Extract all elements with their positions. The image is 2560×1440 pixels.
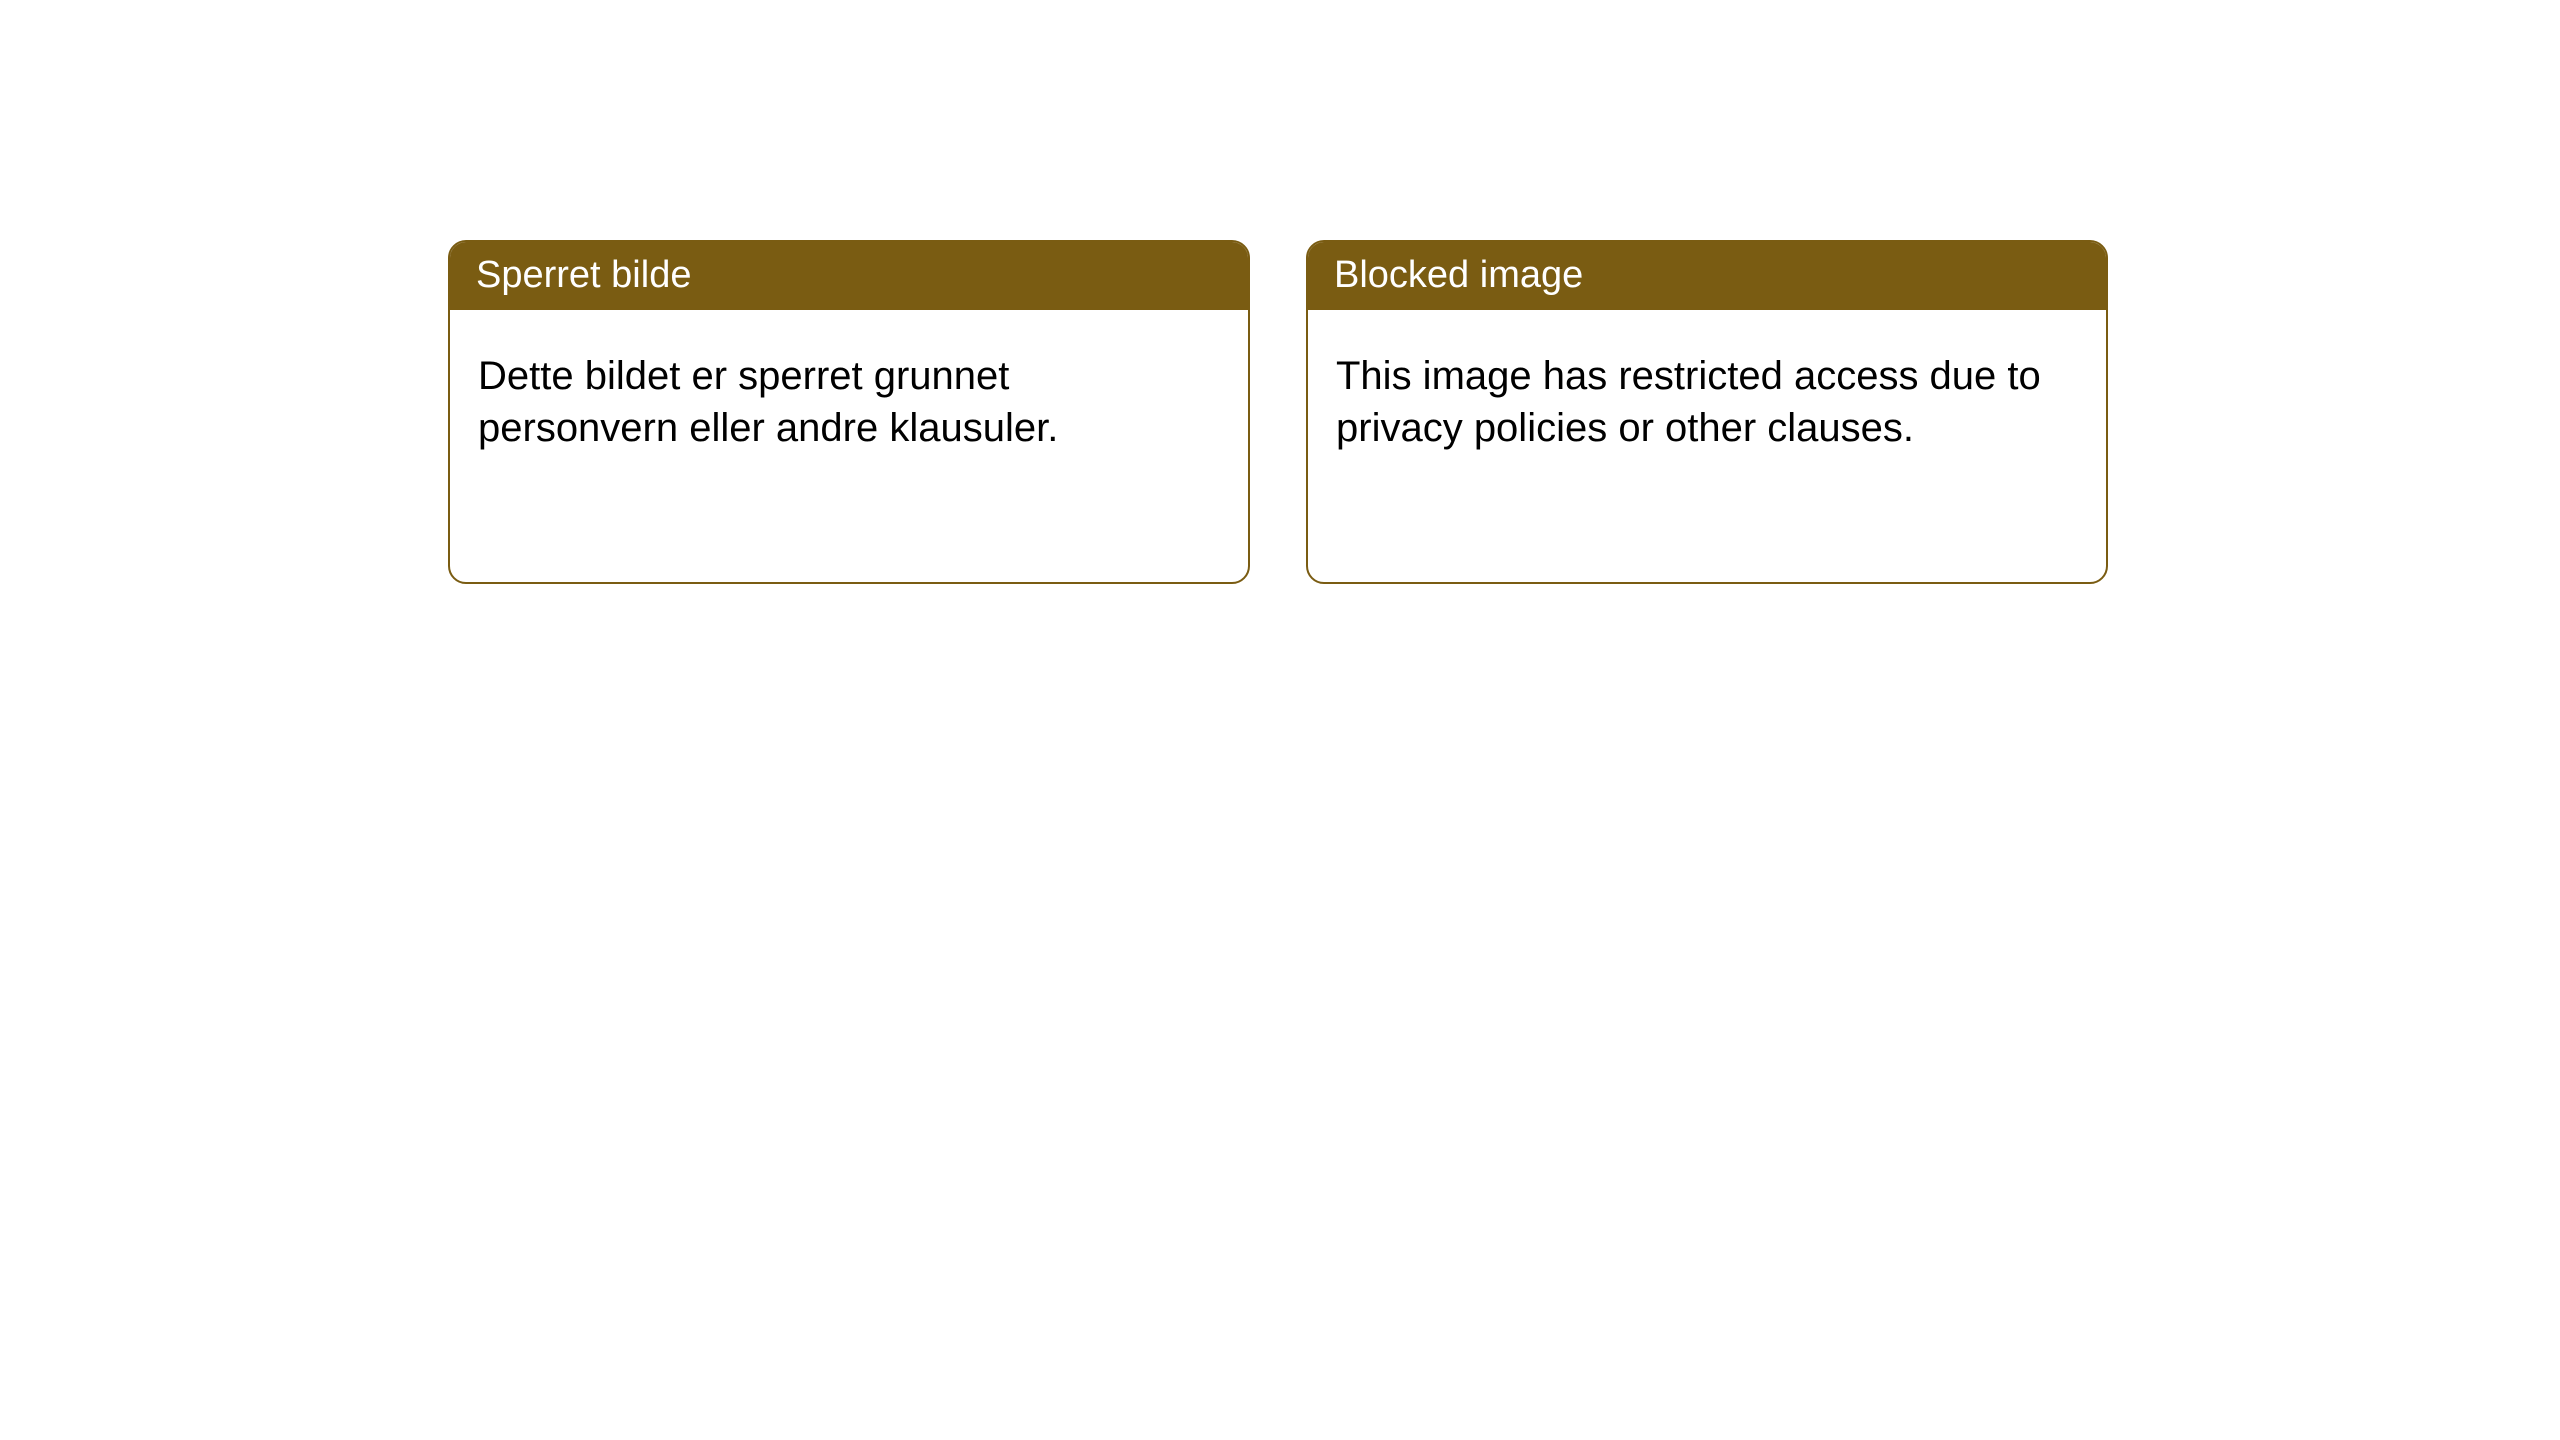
card-header-no: Sperret bilde xyxy=(450,242,1248,310)
card-body-en: This image has restricted access due to … xyxy=(1308,310,2106,582)
blocked-image-card-en: Blocked image This image has restricted … xyxy=(1306,240,2108,584)
card-text-no: Dette bildet er sperret grunnet personve… xyxy=(478,350,1220,454)
card-text-en: This image has restricted access due to … xyxy=(1336,350,2078,454)
card-header-en: Blocked image xyxy=(1308,242,2106,310)
card-body-no: Dette bildet er sperret grunnet personve… xyxy=(450,310,1248,582)
notice-cards-row: Sperret bilde Dette bildet er sperret gr… xyxy=(448,240,2560,584)
blocked-image-card-no: Sperret bilde Dette bildet er sperret gr… xyxy=(448,240,1250,584)
